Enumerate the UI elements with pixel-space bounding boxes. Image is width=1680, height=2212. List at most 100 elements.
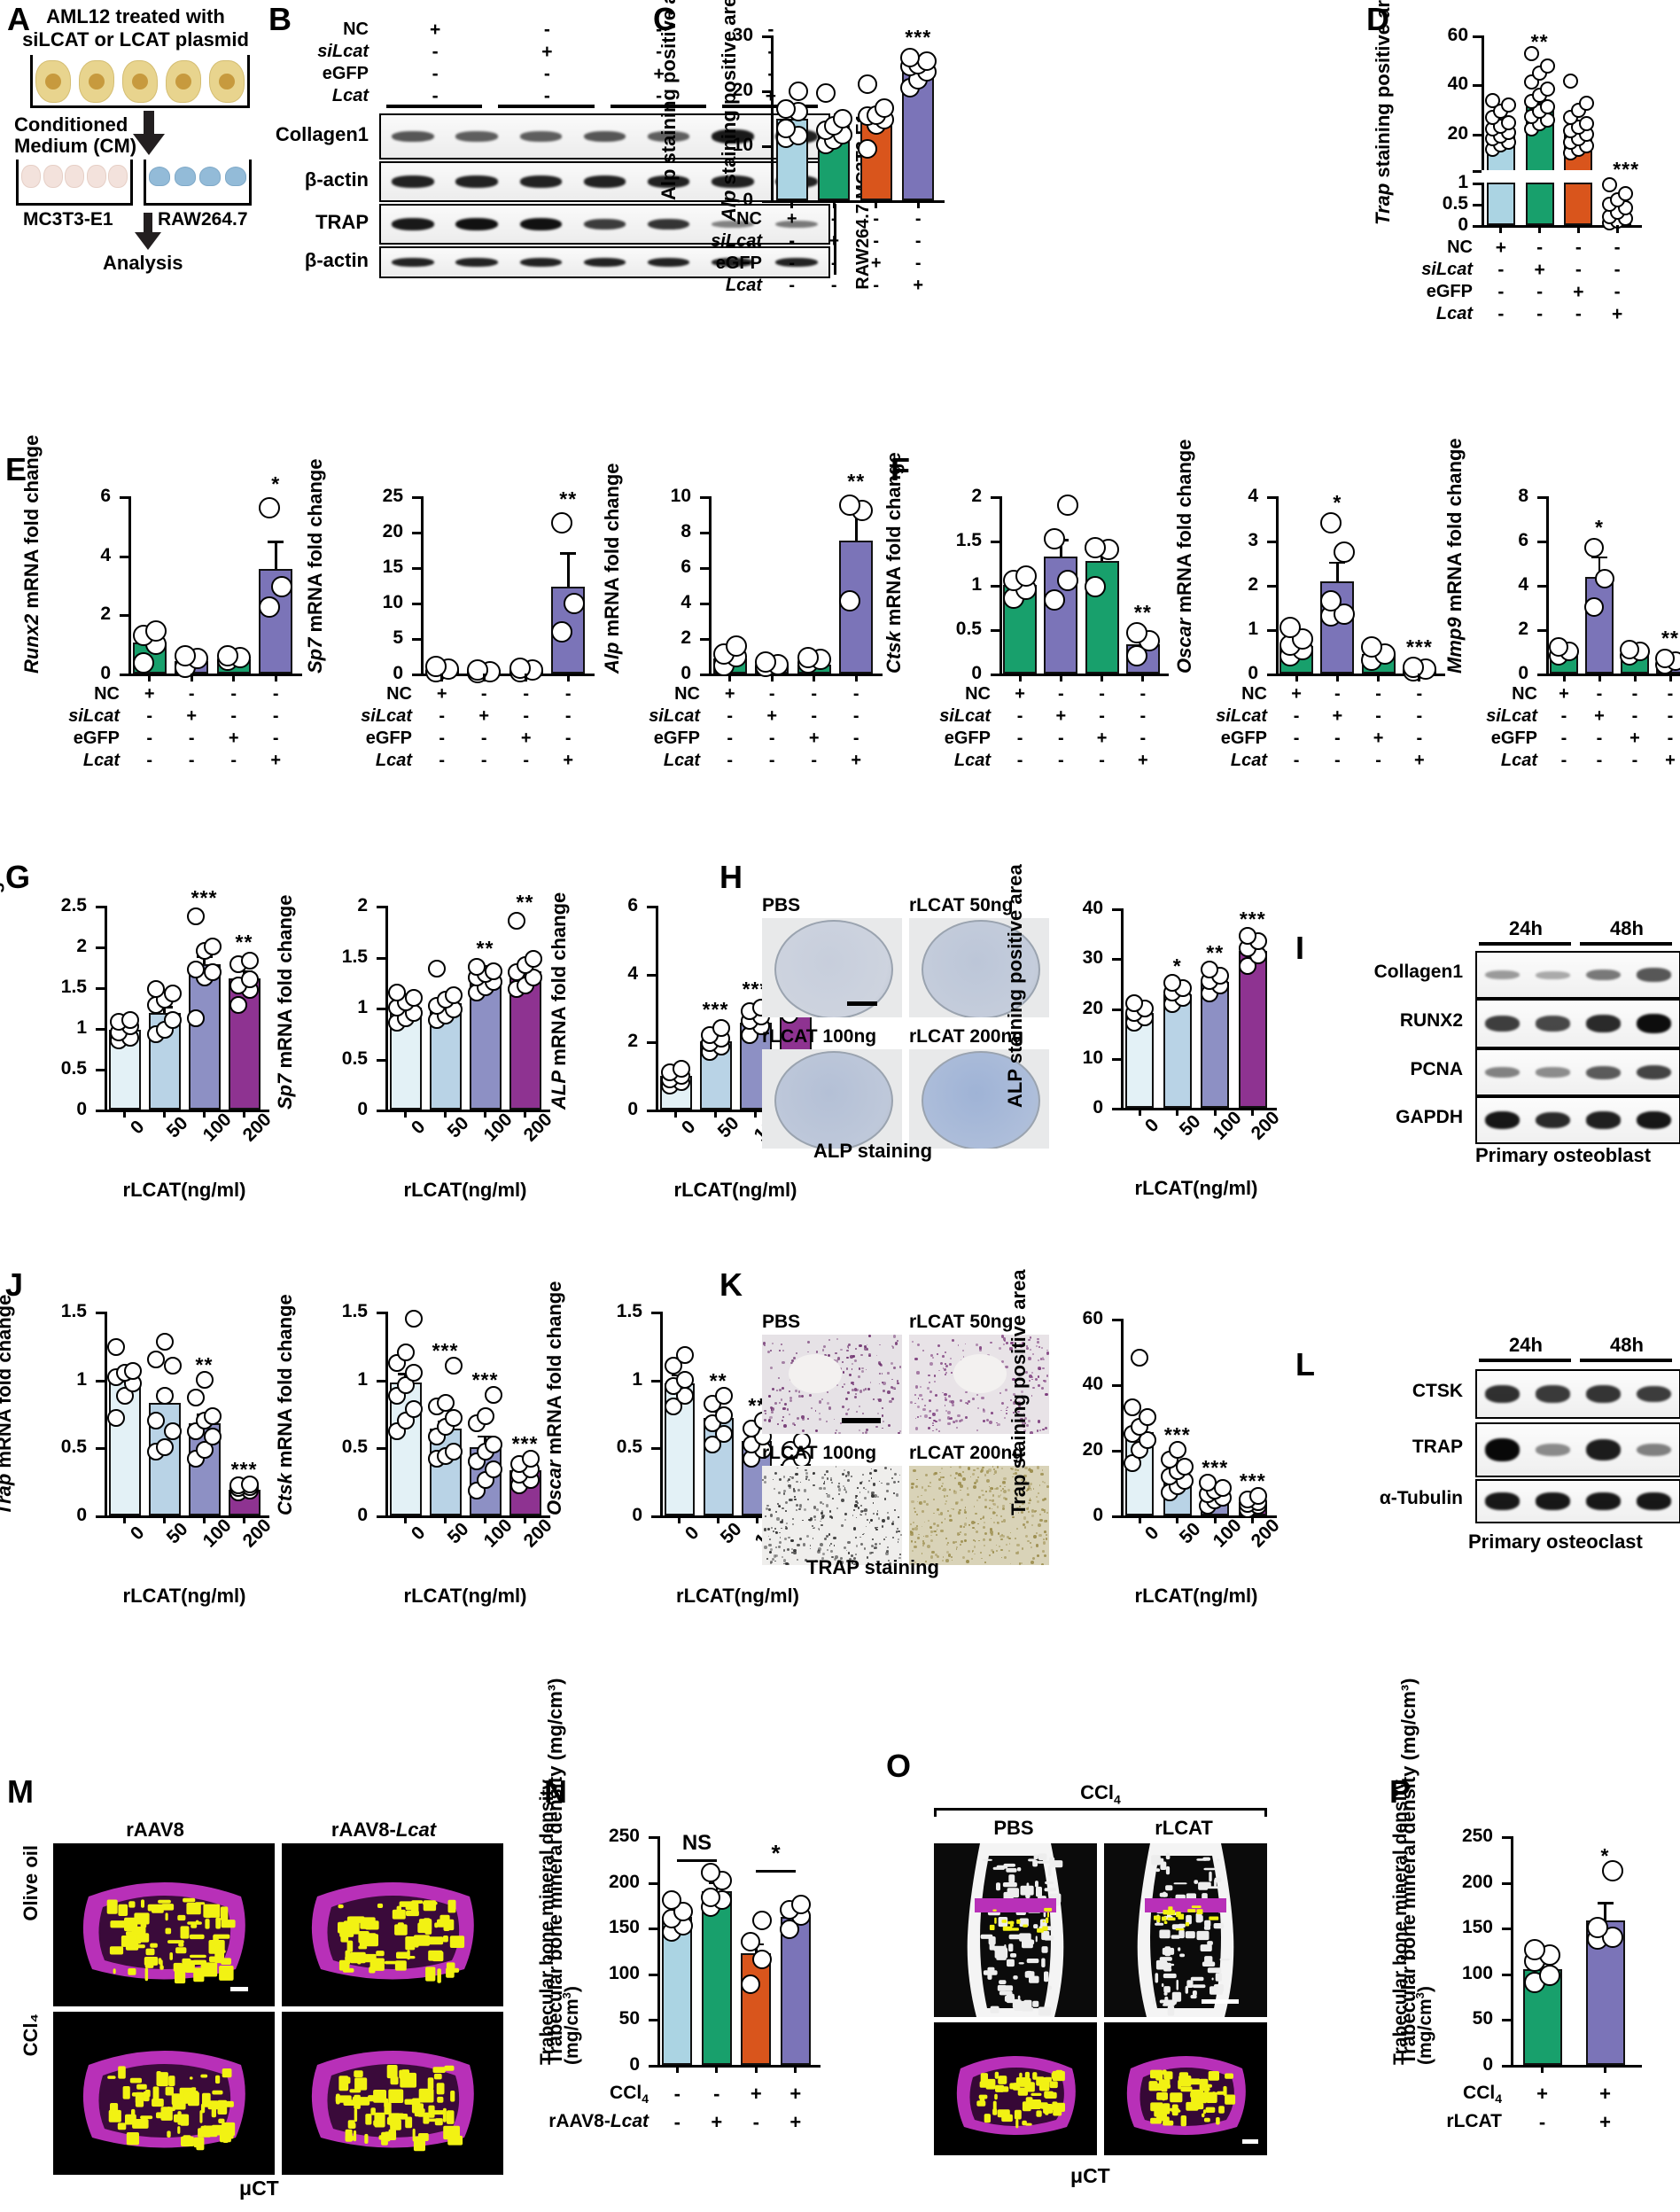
y-tick [647,1110,656,1112]
condition-value: - [1597,684,1603,705]
data-point [1618,186,1633,201]
data-point [1579,96,1594,111]
timepoint-label: 24h [1475,917,1576,939]
blot-band [1536,971,1570,979]
condition-value: + [1373,728,1384,749]
condition-value: - [273,728,279,749]
y-tick [120,496,128,499]
data-point [121,1011,139,1029]
condition-value: - [481,751,487,771]
data-point [833,109,852,129]
y-tick [412,603,421,605]
uct-image [282,2012,503,2175]
condition-value: + [1291,684,1302,705]
panel-o-uct-images: CCl4 PBS rLCAT μCT [922,1781,1294,2198]
uct-image [53,2012,275,2175]
x-tick [833,200,836,208]
x-axis-label: rLCAT(ng/ml) [634,1179,836,1202]
data-point [259,497,280,518]
blot-band [1637,1014,1671,1033]
error-cap [560,552,576,555]
scale-bar [842,1418,881,1423]
blot-box [379,113,830,160]
y-tick [1537,496,1546,499]
significance-marker: * [1595,516,1604,540]
significance-marker: * [1333,491,1342,515]
significance-marker: ** [847,470,865,494]
condition-row-label: rLCAT [1378,2111,1502,2132]
bar [702,1891,732,2065]
chart-n-bmd: 0 50 100 150 200 250 Trabecular bone mineral … [657,1836,939,2198]
y-tick [96,1380,105,1382]
y-axis [656,906,658,1111]
x-tick [755,2065,758,2073]
x-tick [1295,674,1298,682]
condition-row-label: NC [320,684,412,705]
condition-value: - [1668,706,1674,727]
x-axis-label: rLCAT(ng/ml) [364,1585,566,1608]
data-point [187,1009,205,1027]
bar [781,1917,811,2065]
condition-value: - [439,751,445,771]
blot-band [1485,1438,1520,1461]
y-tick [377,957,385,960]
data-point [1579,116,1594,131]
chart-j1-trap: 0 0.5 1 1.5 ** *** Trap mRNA fold change 0 50 100… [105,1312,388,1648]
condition-value: - [1561,751,1567,771]
y-axis-label: Trap mRNA fold change [0,1295,16,1515]
condition-value: - [1497,282,1504,303]
y-tick [96,1028,105,1031]
x-tick [1101,674,1103,682]
condition-value: - [230,751,237,771]
panel-label-O: O [886,1750,911,1782]
significance-marker: ** [1531,30,1549,54]
significance-marker: *** [905,26,931,50]
x-tick [917,200,920,208]
data-point [917,51,937,71]
x-tick [875,200,877,208]
condition-row-label: siLcat [1379,260,1473,280]
condition-row-label: rAAV8-Lcat [498,2111,649,2132]
scale-bar [847,1001,877,1006]
data-point [147,980,165,998]
y-tick-label: 10 [315,592,403,613]
y-tick [1502,2019,1511,2021]
x-tick [1019,674,1022,682]
y-tick [1112,1009,1121,1011]
x-tick [1563,674,1566,682]
blot-name-label: TRAP [1351,1437,1463,1458]
y-tick [700,567,709,570]
significance-marker: *** [1240,907,1266,931]
condition-value: - [1140,684,1147,705]
x-axis-label: rLCAT(ng/ml) [83,1179,285,1202]
significance-marker: * [271,472,280,496]
x-tick [444,1515,447,1523]
data-point [445,1443,463,1460]
condition-value: - [811,751,817,771]
condition-value: - [727,751,733,771]
x-tick-label: 0 [1141,1523,1163,1545]
y-axis-label: Alp staining positive area [718,0,741,222]
condition-value: + [851,751,861,771]
data-point [1131,1349,1148,1367]
row-label: Olive oil [19,1845,42,1921]
condition-row-label: NC [608,684,700,705]
y-tick [1112,1058,1121,1061]
scale-bar [230,1987,248,1991]
y-tick [991,629,999,632]
plot-area: 0 0.5 1 1.5 2 ** ** [385,906,545,1110]
group-bracket-left [934,1808,937,1817]
blot-band [455,258,498,267]
condition-value: + [1599,2083,1611,2106]
y-tick-label: 1.5 [0,977,87,998]
panel-m-caption: μCT [239,2177,279,2200]
panel-label-I: I [1295,932,1304,964]
data-point [164,1422,182,1440]
condition-value: + [186,706,197,727]
condition-value: + [1496,238,1506,259]
condition-value: - [1099,751,1105,771]
y-axis-label: Sp7 mRNA fold change [304,459,327,674]
condition-value: - [1058,684,1064,705]
significance-marker: *** [512,1432,539,1456]
condition-value: - [1417,706,1423,727]
